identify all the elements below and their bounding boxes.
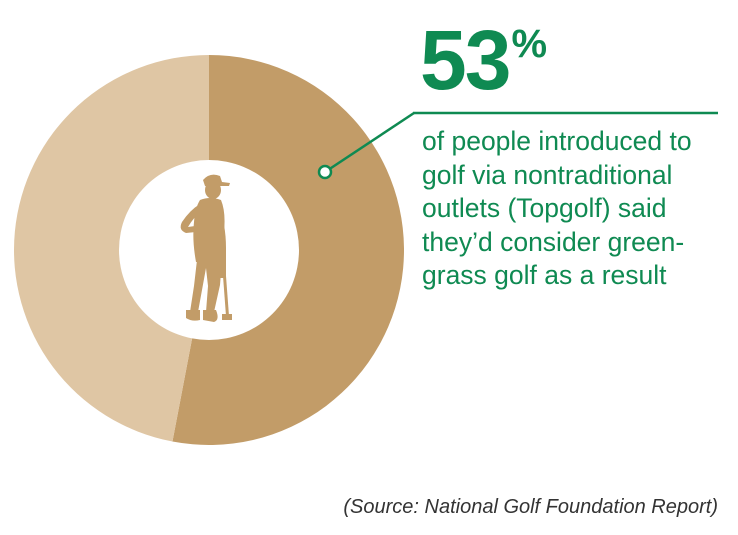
description-line: they’d consider green- (422, 226, 685, 257)
callout-leader-line (324, 111, 415, 174)
description-text: of people introduced to golf via nontrad… (422, 125, 734, 293)
description-line: golf via nontraditional (422, 159, 673, 190)
headline-percentage: 53% (420, 18, 547, 102)
headline-unit: % (511, 22, 548, 66)
donut-slice-2 (13, 55, 209, 442)
golfer-silhouette-icon (180, 174, 232, 322)
description-line: grass golf as a result (422, 260, 667, 290)
headline-value: 53 (420, 13, 511, 107)
source-note: (Source: National Golf Foundation Report… (343, 496, 718, 518)
description-line: of people introduced to (422, 126, 692, 156)
callout-marker-dot (317, 164, 333, 180)
description-line: outlets (Topgolf) said (422, 193, 667, 223)
